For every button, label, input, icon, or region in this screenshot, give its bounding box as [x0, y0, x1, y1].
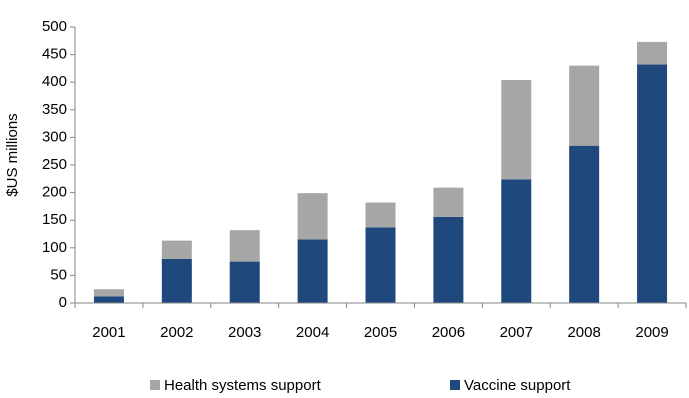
x-tick-label: 2001 — [92, 324, 125, 341]
bar-health-systems-support-2004 — [297, 193, 328, 240]
x-tick-label: 2005 — [364, 324, 397, 341]
legend-label-vaccine-support: Vaccine support — [464, 377, 571, 394]
bar-vaccine-support-2007 — [501, 179, 532, 303]
bar-health-systems-support-2001 — [93, 289, 124, 297]
y-axis-ticks: 0 50 100 150 200 250 300 350 400 450 500 — [42, 18, 75, 311]
x-tick-label: 2002 — [160, 324, 193, 341]
y-tick-label: 50 — [50, 266, 67, 283]
bar-health-systems-support-2006 — [433, 187, 464, 217]
y-tick-label: 0 — [59, 294, 67, 311]
bar-health-systems-support-2007 — [501, 79, 532, 180]
y-tick-label: 200 — [42, 184, 67, 201]
bar-health-systems-support-2003 — [229, 230, 260, 262]
bar-vaccine-support-2002 — [161, 258, 192, 303]
bars — [93, 41, 668, 303]
legend: Health systems support Vaccine support — [150, 377, 571, 394]
y-tick-label: 450 — [42, 46, 67, 63]
bar-health-systems-support-2002 — [161, 240, 192, 259]
y-tick-label: 350 — [42, 101, 67, 118]
y-tick-label: 500 — [42, 18, 67, 35]
x-tick-label: 2004 — [296, 324, 329, 341]
bar-health-systems-support-2009 — [637, 41, 668, 65]
bar-vaccine-support-2006 — [433, 216, 464, 303]
y-tick-label: 100 — [42, 239, 67, 256]
x-tick-label: 2006 — [432, 324, 465, 341]
y-tick-label: 300 — [42, 128, 67, 145]
y-tick-label: 400 — [42, 73, 67, 90]
legend-swatch-vaccine-support — [450, 380, 460, 390]
bar-health-systems-support-2008 — [569, 65, 600, 146]
bar-vaccine-support-2005 — [365, 227, 396, 303]
legend-swatch-health-systems-support — [150, 380, 160, 390]
x-tick-label: 2009 — [635, 324, 668, 341]
bar-vaccine-support-2004 — [297, 239, 328, 303]
y-tick-label: 250 — [42, 156, 67, 173]
legend-label-health-systems-support: Health systems support — [164, 377, 322, 394]
bar-vaccine-support-2001 — [93, 296, 124, 303]
bar-vaccine-support-2003 — [229, 261, 260, 303]
x-tick-label: 2003 — [228, 324, 261, 341]
bar-health-systems-support-2005 — [365, 202, 396, 228]
y-axis-title: $US millions — [4, 113, 21, 196]
y-tick-label: 150 — [42, 211, 67, 228]
x-axis-ticks: 2001 2002 2003 2004 2005 2006 2007 2008 2009 — [74, 303, 687, 341]
x-tick-label: 2008 — [567, 324, 600, 341]
x-tick-label: 2007 — [500, 324, 533, 341]
bar-vaccine-support-2008 — [569, 145, 600, 303]
axes — [74, 27, 686, 304]
bar-vaccine-support-2009 — [637, 64, 668, 303]
